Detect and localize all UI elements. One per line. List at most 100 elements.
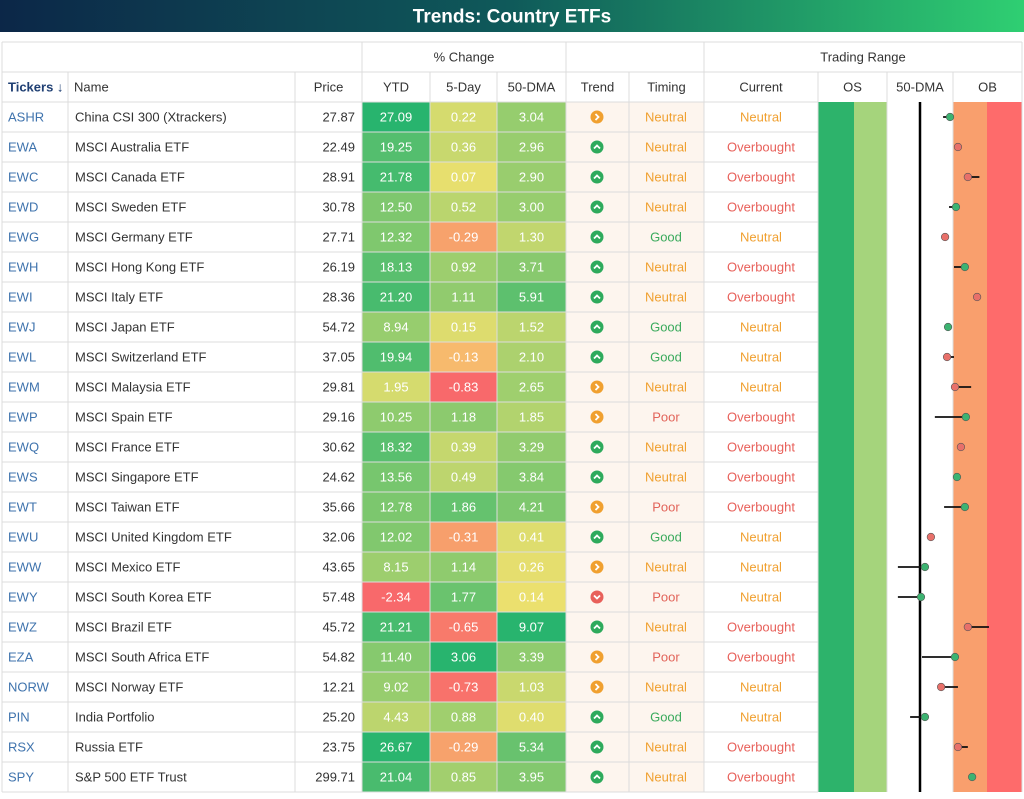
heat-cell	[430, 642, 497, 672]
price: 24.62	[322, 470, 355, 485]
trend-circle	[590, 590, 604, 604]
pct-change: 3.39	[519, 650, 544, 665]
pct-change: 12.32	[380, 230, 413, 245]
heat-cell	[362, 732, 430, 762]
heat-cell	[430, 402, 497, 432]
heat-cell	[497, 522, 566, 552]
heat-cell	[362, 102, 430, 132]
trend-chevron	[593, 144, 601, 150]
heat-cell	[362, 312, 430, 342]
range-dot	[942, 352, 952, 362]
trend-circle	[590, 440, 604, 454]
range-zone	[854, 102, 887, 792]
heat-cell	[430, 282, 497, 312]
trend-chevron	[593, 744, 601, 750]
trend-chevron	[594, 563, 600, 571]
name: MSCI Malaysia ETF	[75, 380, 191, 395]
name: MSCI Brazil ETF	[75, 620, 172, 635]
timing: Poor	[652, 500, 680, 515]
column-header: 50-DMA	[508, 80, 556, 95]
ticker: EWJ	[8, 320, 35, 335]
ticker: EWT	[8, 500, 37, 515]
pct-change: 26.67	[380, 740, 413, 755]
range-dot	[956, 442, 966, 452]
current: Overbought	[727, 200, 795, 215]
trend-chevron	[593, 324, 601, 330]
heat-cell	[362, 612, 430, 642]
current: Overbought	[727, 470, 795, 485]
price: 25.20	[322, 710, 355, 725]
name: MSCI Switzerland ETF	[75, 350, 207, 365]
pct-change: 0.15	[451, 320, 476, 335]
column-header: 5-Day	[446, 80, 481, 95]
trend-circle	[590, 200, 604, 214]
column-header[interactable]: Tickers ↓	[8, 80, 63, 95]
pct-change: 3.06	[451, 650, 476, 665]
name: MSCI Hong Kong ETF	[75, 260, 204, 275]
trend-icon	[590, 140, 604, 154]
trend-icon	[590, 590, 604, 604]
timing: Neutral	[645, 290, 687, 305]
pct-change: 21.04	[380, 770, 413, 785]
heat-cell	[497, 102, 566, 132]
price: 27.71	[322, 230, 355, 245]
heat-cell	[430, 732, 497, 762]
trend-chevron	[594, 503, 600, 511]
heat-cell	[497, 762, 566, 792]
trend-icon	[590, 380, 604, 394]
pct-change: 1.86	[451, 500, 476, 515]
heat-cell	[497, 312, 566, 342]
pct-change: 2.90	[519, 170, 544, 185]
pct-change: 10.25	[380, 410, 413, 425]
heat-cell	[497, 252, 566, 282]
heat-cell	[362, 462, 430, 492]
column-header: Name	[74, 80, 109, 95]
price: 30.78	[322, 200, 355, 215]
trend-circle	[590, 380, 604, 394]
range-dot	[953, 742, 963, 752]
heat-cell	[362, 672, 430, 702]
price: 30.62	[322, 440, 355, 455]
heat-cell	[362, 162, 430, 192]
trend-chevron	[593, 174, 601, 180]
trend-chevron	[594, 113, 600, 121]
pct-change: 4.21	[519, 500, 544, 515]
pct-change: 0.88	[451, 710, 476, 725]
ticker: EWS	[8, 470, 38, 485]
range-dot	[943, 322, 953, 332]
range-dot	[953, 142, 963, 152]
range-dot	[950, 652, 960, 662]
name: S&P 500 ETF Trust	[75, 770, 187, 785]
trend-circle	[590, 710, 604, 724]
heat-cell	[497, 492, 566, 522]
ticker: RSX	[8, 740, 35, 755]
price: 43.65	[322, 560, 355, 575]
heat-cell	[430, 702, 497, 732]
heat-cell	[362, 372, 430, 402]
price: 35.66	[322, 500, 355, 515]
trend-circle	[590, 680, 604, 694]
pct-change: 0.14	[519, 590, 544, 605]
trend-chevron	[594, 683, 600, 691]
pct-change: 12.02	[380, 530, 413, 545]
heat-cell	[362, 702, 430, 732]
trend-icon	[590, 440, 604, 454]
timing: Neutral	[645, 740, 687, 755]
trend-icon	[590, 410, 604, 424]
price: 29.81	[322, 380, 355, 395]
heat-cell	[362, 222, 430, 252]
ticker: EWG	[8, 230, 39, 245]
name: MSCI South Africa ETF	[75, 650, 209, 665]
current: Overbought	[727, 740, 795, 755]
timing: Poor	[652, 410, 680, 425]
trend-icon	[590, 290, 604, 304]
heat-cell	[430, 522, 497, 552]
timing: Neutral	[645, 200, 687, 215]
current: Overbought	[727, 410, 795, 425]
range-dot	[968, 772, 977, 782]
pct-change: 1.14	[451, 560, 476, 575]
heat-cell	[362, 342, 430, 372]
name: MSCI Sweden ETF	[75, 200, 186, 215]
pct-change: 1.11	[451, 290, 475, 305]
pct-change: -0.83	[449, 380, 479, 395]
